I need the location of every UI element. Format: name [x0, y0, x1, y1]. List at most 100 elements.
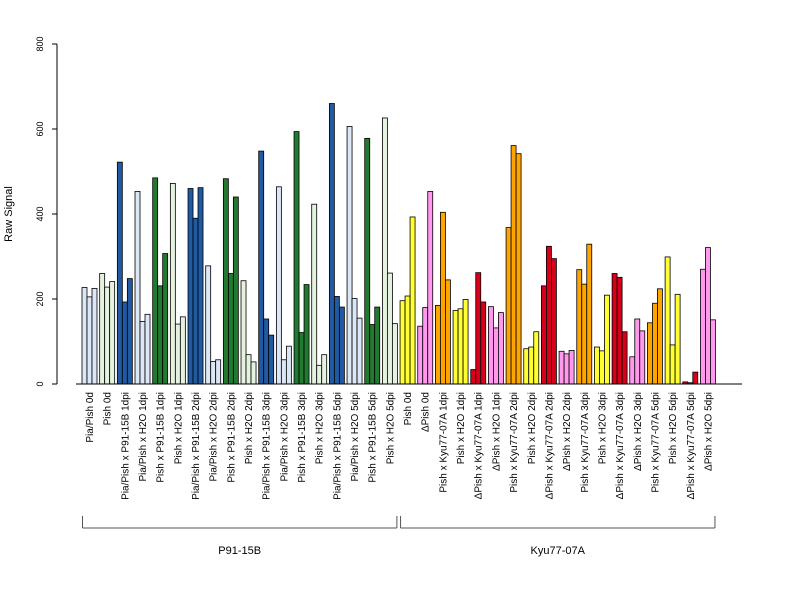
bars-layer [81, 103, 716, 385]
bar [427, 191, 434, 385]
bar [674, 293, 681, 385]
bar [498, 312, 504, 385]
category-label: Pish x P91-15B 1dpi [156, 392, 167, 483]
category-label: Pia/Pish x H2O 2dpi [209, 392, 220, 482]
category-label: ΔPish x H2O 1dpi [491, 392, 502, 471]
category-label: Pish 0d [403, 392, 414, 425]
group-label: P91-15B [218, 545, 261, 557]
category-label: Pish x Kyu77-07A 3dpi [580, 392, 591, 493]
bar [629, 356, 636, 385]
category-label: Pish x H2O 3dpi [315, 392, 326, 464]
bar [705, 247, 711, 385]
bar [222, 178, 229, 385]
bar [457, 308, 464, 385]
bar [700, 268, 706, 385]
bar [381, 117, 388, 385]
bar [187, 188, 194, 385]
bar [179, 316, 186, 385]
y-tick-label: 0 [35, 381, 45, 386]
bar [169, 182, 176, 385]
bar [109, 281, 116, 385]
bar [692, 371, 699, 385]
bar [91, 287, 98, 385]
bar [316, 364, 323, 385]
category-label: Pish 0d [103, 392, 114, 425]
bar [470, 369, 477, 385]
category-label: Pish x P91-15B 5dpi [368, 392, 379, 483]
bar [533, 331, 540, 385]
bar [611, 273, 618, 385]
bar [409, 216, 416, 385]
category-label: Pia/Pish x P91-15B 1dpi [120, 392, 131, 500]
bar [528, 346, 535, 385]
category-label: Pish x Kyu77-07A 2dpi [509, 392, 520, 493]
bar [258, 150, 265, 385]
bar [99, 273, 106, 385]
bar [488, 306, 494, 385]
category-label: Pish x P91-15B 2dpi [226, 392, 237, 483]
y-tick-label: 400 [35, 206, 45, 221]
y-tick-label: 200 [35, 291, 45, 306]
category-label: ΔPish x Kyu77-07A 3dpi [615, 392, 626, 499]
bar [321, 354, 328, 385]
bar [523, 348, 530, 385]
bar [369, 324, 376, 385]
bar [576, 269, 583, 385]
bar [634, 318, 641, 385]
bar [144, 313, 151, 385]
bar [311, 203, 318, 385]
bar [374, 306, 381, 385]
category-label: Pia/Pish x P91-15B 2dpi [191, 392, 202, 500]
bar [568, 350, 575, 385]
bar [346, 126, 353, 385]
bar [285, 345, 292, 385]
bar [616, 276, 623, 385]
category-label: Pish x Kyu77-07A 5dpi [650, 392, 661, 493]
bar [227, 273, 234, 385]
bar [268, 334, 275, 385]
category-label: Pia/Pish x P91-15B 5dpi [332, 392, 343, 500]
bar [551, 258, 557, 385]
bar [444, 279, 451, 385]
bar [657, 288, 663, 385]
bar [86, 296, 93, 385]
bar [652, 302, 658, 385]
bar [439, 211, 446, 385]
bar [232, 196, 239, 385]
category-label: Pish x P91-15B 3dpi [297, 392, 308, 483]
bar [250, 361, 257, 385]
category-labels: Pia/Pish 0d Pish 0d Pia/Pish x P91-15B 1dp… [85, 392, 714, 500]
bar [586, 243, 593, 385]
bar [152, 177, 159, 385]
category-label: Pish x H2O 5dpi [668, 392, 679, 464]
bar [263, 318, 270, 385]
bar [386, 272, 393, 385]
bar [391, 323, 398, 385]
category-label: ΔPish x H2O 2dpi [562, 392, 573, 471]
category-label: Pish x H2O 2dpi [527, 392, 538, 464]
bar [404, 295, 411, 385]
bar [399, 300, 406, 385]
bar [541, 285, 547, 385]
category-label: Pish x H2O 1dpi [173, 392, 184, 464]
bar [639, 330, 646, 385]
bar [121, 301, 128, 385]
bar [621, 331, 628, 385]
bar [215, 359, 222, 385]
bar [581, 283, 588, 385]
bar [328, 103, 335, 385]
bar [293, 131, 300, 385]
bar [462, 299, 469, 385]
bar [364, 137, 371, 385]
category-label: Pish x H2O 1dpi [456, 392, 467, 464]
bar [298, 332, 305, 385]
bar [126, 278, 133, 385]
bar [338, 306, 345, 385]
bar [333, 296, 340, 385]
category-label: Pish x H2O 5dpi [385, 392, 396, 464]
bar [134, 191, 141, 385]
bar [546, 245, 552, 385]
bar [452, 310, 459, 385]
bar [422, 307, 429, 385]
